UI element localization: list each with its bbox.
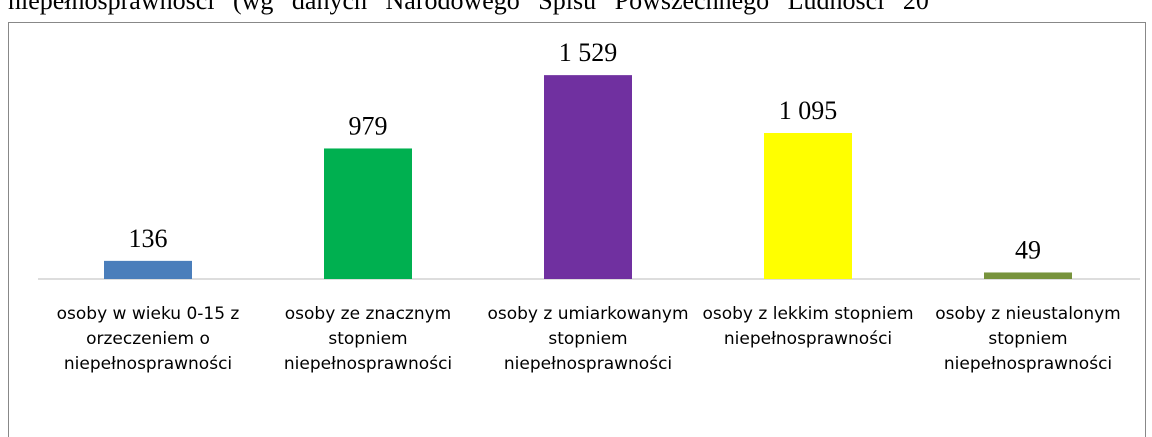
- x-tick-label: osoby w wieku 0-15 z orzeczeniem o niepe…: [56, 304, 240, 374]
- x-tick-label: osoby z lekkim stopniem niepełnosprawnoś…: [702, 304, 914, 349]
- chart-frame: [8, 22, 1146, 437]
- bar: [984, 272, 1072, 279]
- x-tick-label: osoby ze znacznym stopniem niepełnospraw…: [283, 304, 453, 374]
- value-label: 1 095: [779, 96, 838, 125]
- caption: niepełnosprawności (wg danych Narodowego…: [8, 0, 929, 15]
- x-tick-label: osoby z nieustalonym stopniem niepełnosp…: [935, 304, 1121, 374]
- bar: [324, 148, 412, 279]
- value-label: 979: [349, 111, 388, 140]
- value-label: 1 529: [559, 38, 618, 67]
- bar: [764, 133, 852, 279]
- bar: [544, 75, 632, 279]
- x-tick-label: osoby z umiarkowanym stopniem niepełnosp…: [487, 304, 689, 374]
- value-label: 136: [129, 224, 168, 253]
- bar: [104, 260, 192, 279]
- value-label: 49: [1015, 235, 1041, 264]
